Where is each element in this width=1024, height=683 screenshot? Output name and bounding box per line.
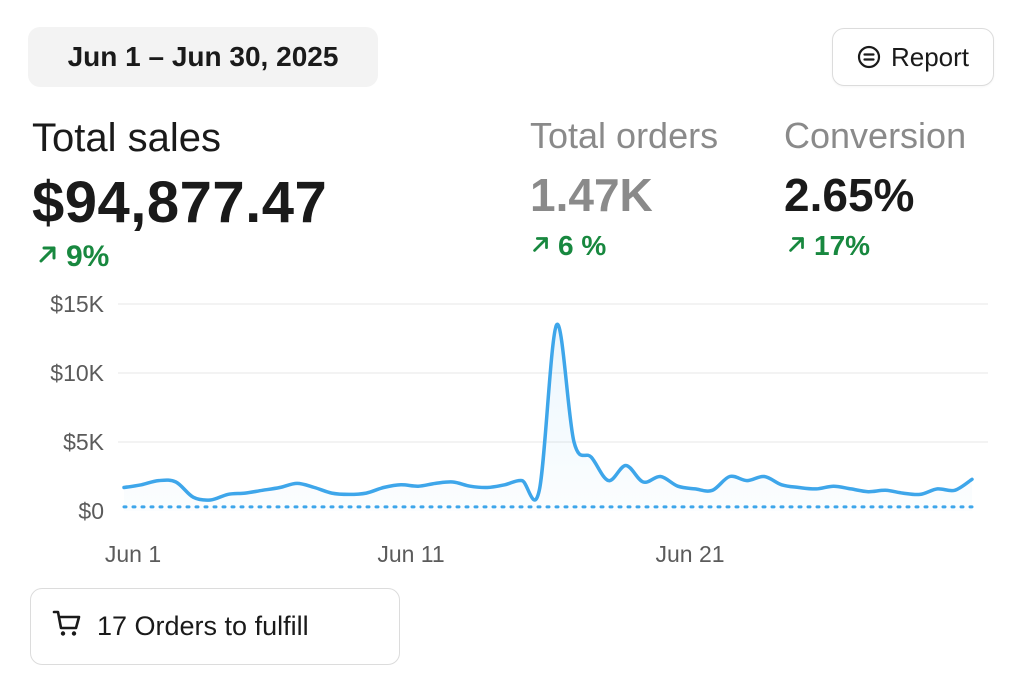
x-axis: Jun 1 Jun 11 Jun 21 <box>105 541 725 567</box>
cart-icon <box>51 607 83 646</box>
total-orders-change: 6 % <box>530 232 606 260</box>
x-tick-label: Jun 1 <box>105 541 161 567</box>
filter-circle-icon <box>857 45 881 69</box>
conversion-label[interactable]: Conversion <box>784 115 967 156</box>
y-tick-label: $15K <box>50 291 104 317</box>
total-sales-change-value: 9% <box>66 240 110 273</box>
total-sales-change: 9% <box>36 242 109 272</box>
arrow-up-right-icon <box>786 232 808 260</box>
total-orders-change-value: 6 % <box>558 230 607 261</box>
date-range-label: Jun 1 – Jun 30, 2025 <box>67 41 339 72</box>
orders-to-fulfill-label: 17 Orders to fulfill <box>97 611 309 641</box>
conversion-value: 2.65% <box>784 169 915 221</box>
x-tick-label: Jun 21 <box>655 541 724 567</box>
conversion-change: 17% <box>786 232 870 260</box>
total-sales-value: $94,877.47 <box>32 170 328 235</box>
conversion-change-value: 17% <box>814 230 871 261</box>
total-sales-label: Total sales <box>32 116 221 160</box>
sales-line-chart[interactable]: $0 $5K $10K $15K Jun 1 Jun 11 Jun 21 <box>0 280 1024 580</box>
x-tick-label: Jun 11 <box>377 541 444 567</box>
arrow-up-right-icon <box>530 232 552 260</box>
date-range-picker[interactable]: Jun 1 – Jun 30, 2025 <box>28 27 378 87</box>
y-tick-label: $5K <box>63 429 105 455</box>
y-tick-label: $0 <box>78 498 104 524</box>
report-label: Report <box>890 41 970 72</box>
report-button[interactable]: Report <box>832 28 994 86</box>
sales-series-line[interactable] <box>122 322 974 502</box>
total-orders-value: 1.47K <box>530 169 653 221</box>
arrow-up-right-icon <box>36 242 60 272</box>
total-orders-label[interactable]: Total orders <box>530 115 719 156</box>
orders-to-fulfill-button[interactable]: 17 Orders to fulfill <box>30 588 400 665</box>
y-axis: $0 $5K $10K $15K <box>50 291 104 524</box>
y-tick-label: $10K <box>50 360 104 386</box>
